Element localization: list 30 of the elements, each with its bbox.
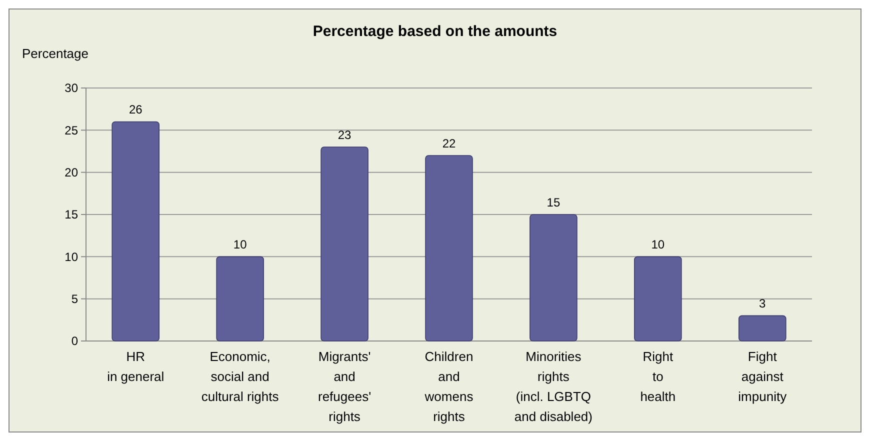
x-tick-label: Minorities rights (incl. LGBTQ and disabled) bbox=[514, 349, 592, 424]
x-tick-label: HR in general bbox=[107, 349, 164, 384]
data-label: 3 bbox=[759, 296, 766, 311]
data-label: 26 bbox=[128, 102, 143, 117]
data-label: 10 bbox=[233, 238, 248, 252]
data-label: 15 bbox=[546, 196, 560, 210]
y-tick-label: 0 bbox=[71, 334, 78, 348]
data-label: 22 bbox=[442, 136, 456, 150]
y-tick-label: 30 bbox=[64, 81, 78, 96]
bar bbox=[738, 315, 786, 342]
y-tick-label: 10 bbox=[64, 250, 78, 264]
bar bbox=[425, 155, 473, 342]
x-tick-label: Children and womens rights bbox=[424, 349, 474, 424]
y-tick-label: 5 bbox=[71, 292, 78, 306]
bar bbox=[634, 256, 682, 342]
bar bbox=[320, 146, 368, 342]
data-label: 23 bbox=[338, 128, 352, 142]
x-tick-label: Right to health bbox=[640, 349, 676, 404]
y-axis-title: Percentage bbox=[22, 46, 88, 61]
bar bbox=[216, 256, 264, 342]
y-tick-label: 15 bbox=[64, 208, 78, 222]
y-tick-label: 25 bbox=[64, 123, 78, 138]
data-label: 10 bbox=[651, 238, 665, 252]
x-tick-label: Fight against impunity bbox=[738, 349, 788, 404]
chart-title: Percentage based on the amounts bbox=[312, 23, 558, 40]
bar bbox=[530, 214, 578, 342]
y-tick-label: 20 bbox=[64, 166, 78, 180]
bar bbox=[112, 121, 160, 342]
x-tick-label: Migrants' and refugees' rights bbox=[318, 349, 372, 424]
x-tick-label: Economic, social and cultural rights bbox=[201, 349, 280, 404]
